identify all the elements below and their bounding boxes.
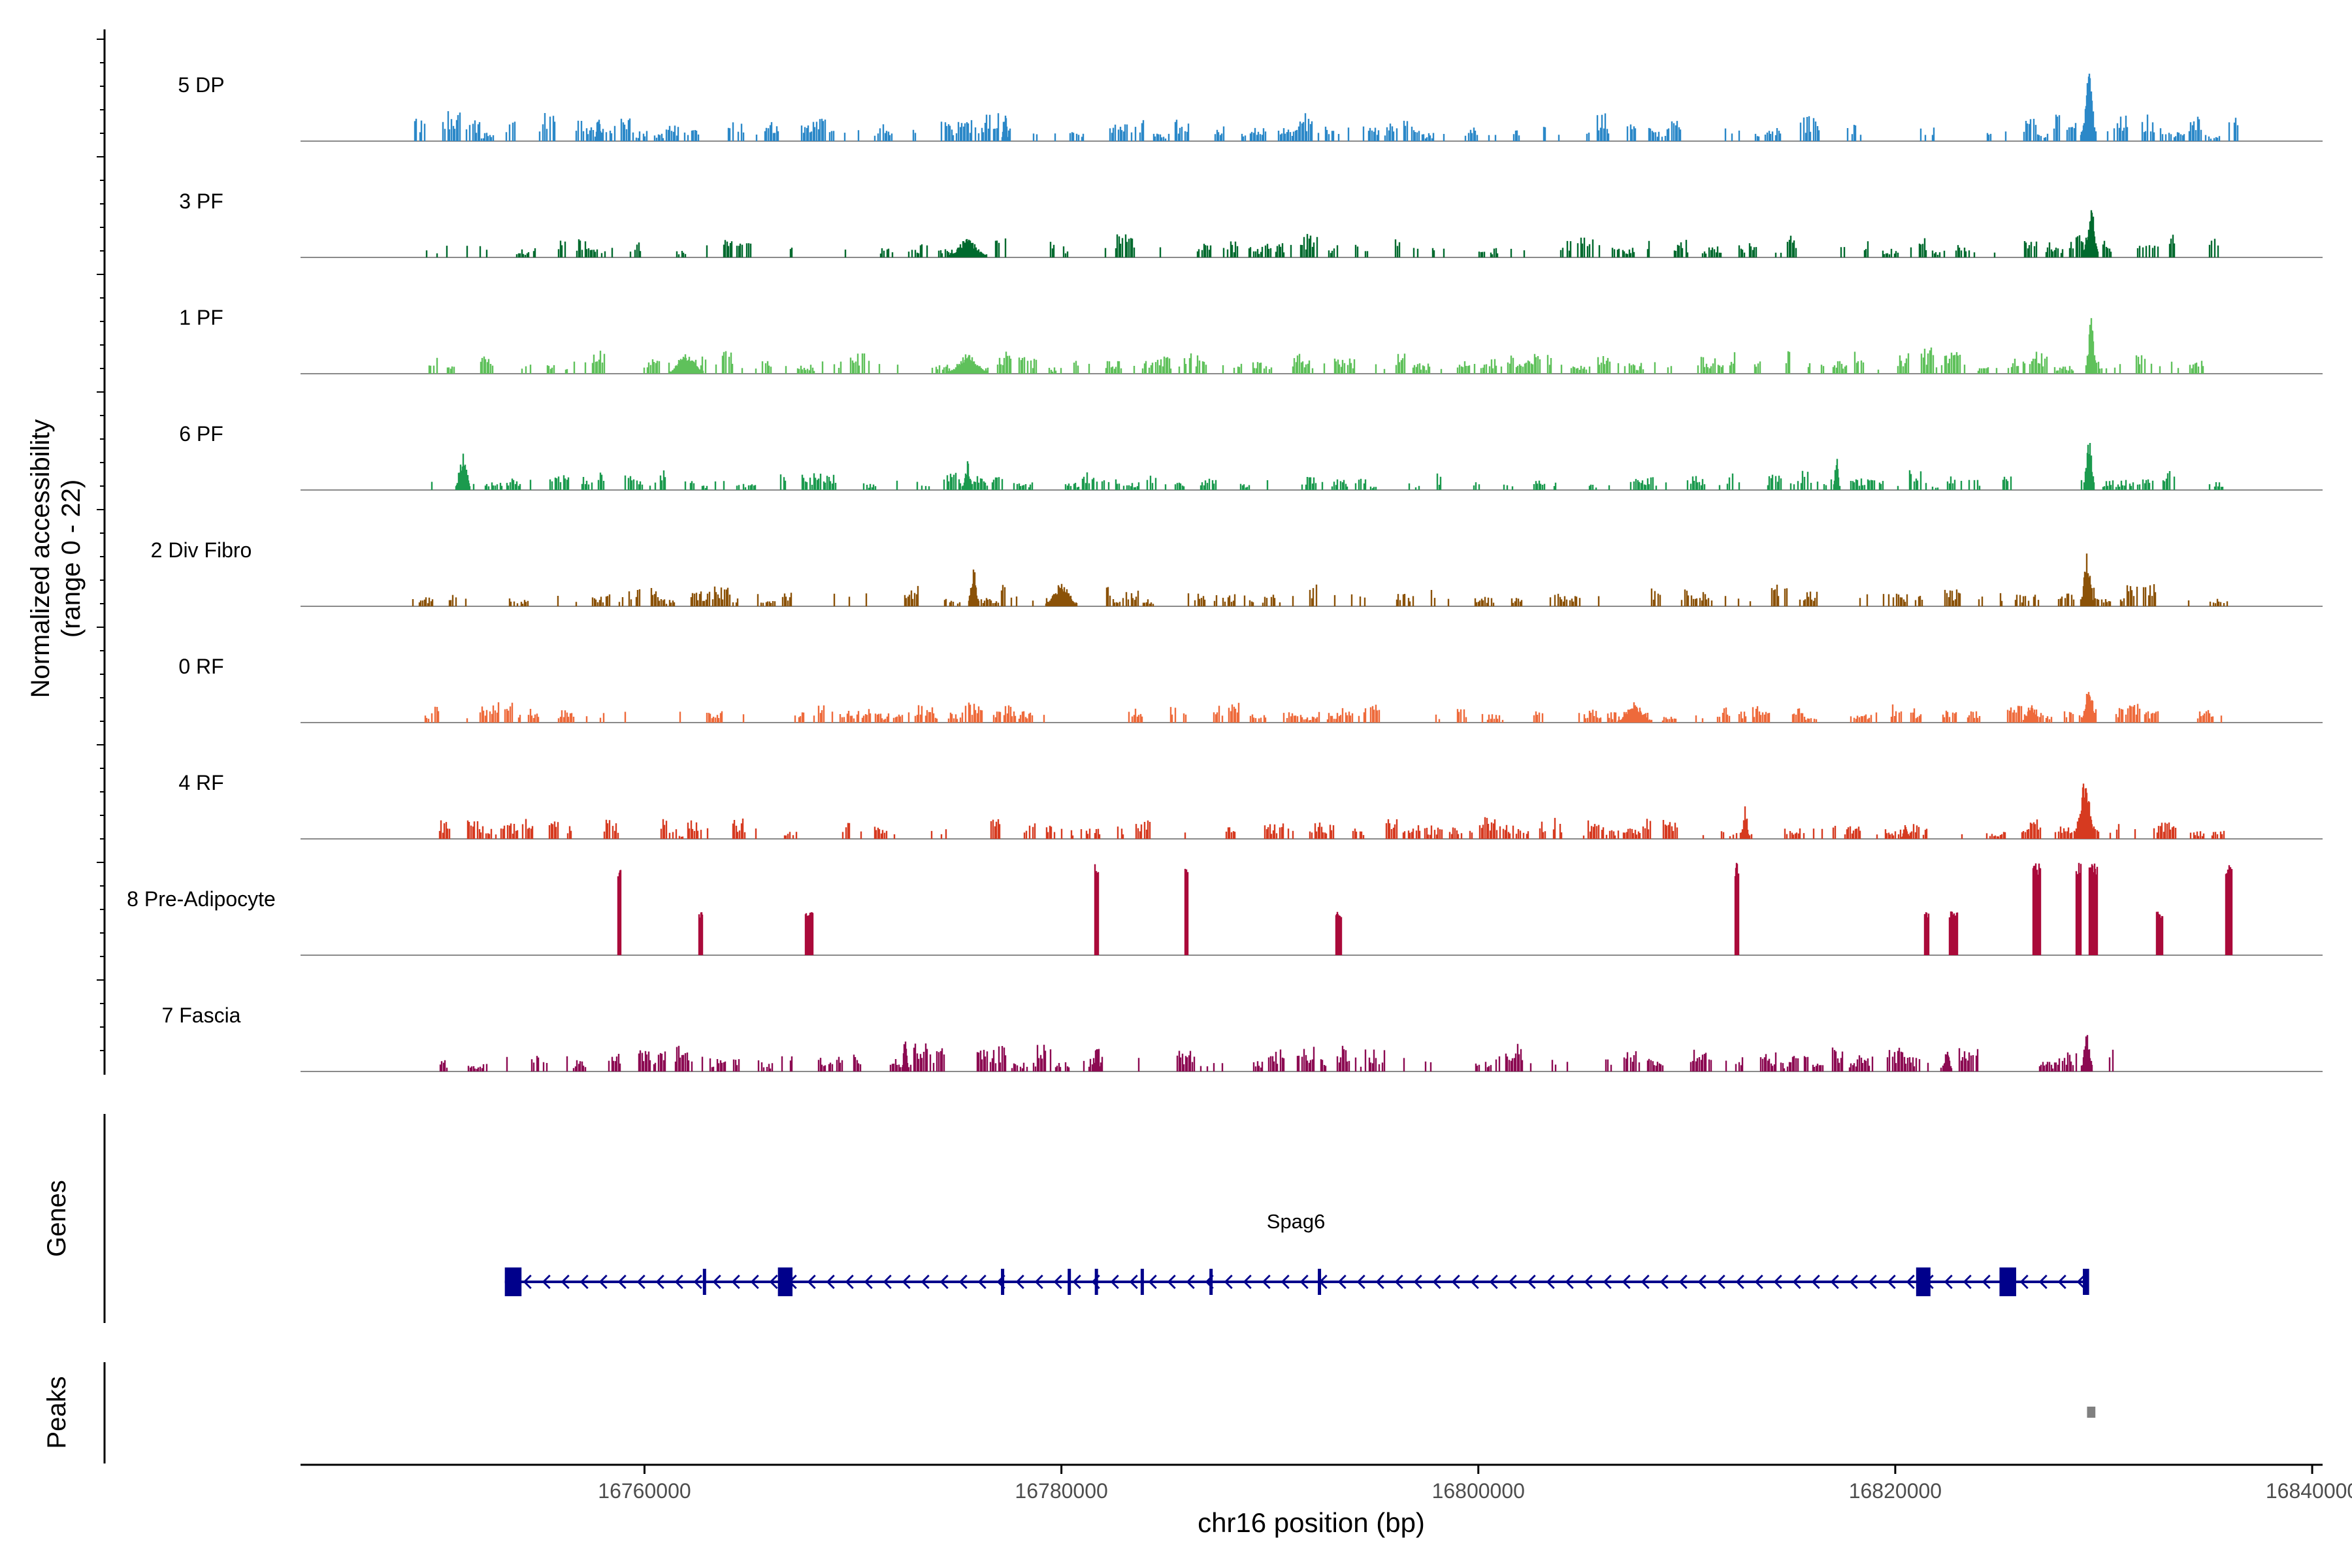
gene-exon-thin xyxy=(2083,1269,2089,1295)
track-5-dp: 5 DP xyxy=(178,73,2323,142)
track-label: 0 RF xyxy=(178,655,223,678)
coverage-signal xyxy=(424,692,2223,723)
track-0-rf: 0 RF xyxy=(178,655,2323,723)
peak-regions xyxy=(2087,1407,2096,1418)
track-3-pf: 3 PF xyxy=(179,189,2323,258)
track-label: 4 RF xyxy=(178,771,223,794)
track-4-rf: 4 RF xyxy=(178,771,2323,840)
gene-exon-thin xyxy=(1140,1269,1144,1295)
gene-exon xyxy=(1916,1267,1931,1296)
gene-exon-thin xyxy=(1318,1269,1322,1295)
gene-exon xyxy=(504,1267,522,1296)
peak-region xyxy=(2087,1407,2096,1418)
coverage-signal xyxy=(617,862,2233,955)
track-label: 7 Fascia xyxy=(162,1004,241,1027)
y-axis-ticks xyxy=(97,39,105,1051)
coverage-signal xyxy=(414,73,2239,141)
x-axis-ticks: 16760000 16780000 16800000 16820000 16840000 xyxy=(598,1465,2352,1503)
coverage-signal xyxy=(438,783,2225,839)
track-8-pre-adipocyte: 8 Pre-Adipocyte xyxy=(127,862,2323,956)
track-7-fascia: 7 Fascia xyxy=(162,1004,2323,1072)
gene-exon-thin xyxy=(702,1269,706,1295)
track-label: 6 PF xyxy=(179,422,223,446)
track-2-div-fibro: 2 Div Fibro xyxy=(151,538,2323,607)
track-label: 3 PF xyxy=(179,189,223,213)
coverage-signal xyxy=(431,443,2224,490)
gene-strand-arrows xyxy=(523,1274,2085,1290)
gene-exon-thin xyxy=(1068,1269,1071,1295)
gene-label-spag6: Spag6 xyxy=(1267,1210,1326,1233)
track-label: 1 PF xyxy=(179,306,223,329)
x-tick-label: 16800000 xyxy=(1432,1479,1525,1503)
x-tick-label: 16840000 xyxy=(2266,1479,2352,1503)
gene-exon xyxy=(777,1267,793,1296)
gene-exon-thin xyxy=(1094,1269,1098,1295)
x-axis-title: chr16 position (bp) xyxy=(1198,1507,1425,1538)
x-tick-label: 16780000 xyxy=(1015,1479,1107,1503)
gene-model-spag6 xyxy=(504,1267,2089,1296)
y-axis-title-range: (range 0 - 22) xyxy=(57,480,86,638)
track-label: 8 Pre-Adipocyte xyxy=(127,887,276,911)
coverage-tracks: 5 DP 3 PF 1 PF 6 PF 2 Div Fibro 0 RF 4 RF 8 Pre… xyxy=(127,73,2323,1072)
gene-exon-thin xyxy=(1001,1269,1005,1295)
x-tick-label: 16820000 xyxy=(1849,1479,1942,1503)
coverage-signal xyxy=(428,318,2204,374)
gene-exon-thin xyxy=(1209,1269,1213,1295)
x-tick-label: 16760000 xyxy=(598,1479,691,1503)
track-label: 2 Div Fibro xyxy=(151,538,252,562)
peaks-panel-title: Peaks xyxy=(42,1376,71,1448)
coverage-signal xyxy=(412,553,2229,606)
track-label: 5 DP xyxy=(178,73,224,97)
genes-panel-title: Genes xyxy=(42,1180,71,1257)
gene-exon xyxy=(1999,1267,2016,1296)
track-6-pf: 6 PF xyxy=(179,422,2323,491)
y-axis-title: Normalized accessibility xyxy=(26,419,55,698)
coverage-signal xyxy=(439,1035,2114,1071)
coverage-signal xyxy=(425,210,2219,257)
track-1-pf: 1 PF xyxy=(179,306,2323,374)
